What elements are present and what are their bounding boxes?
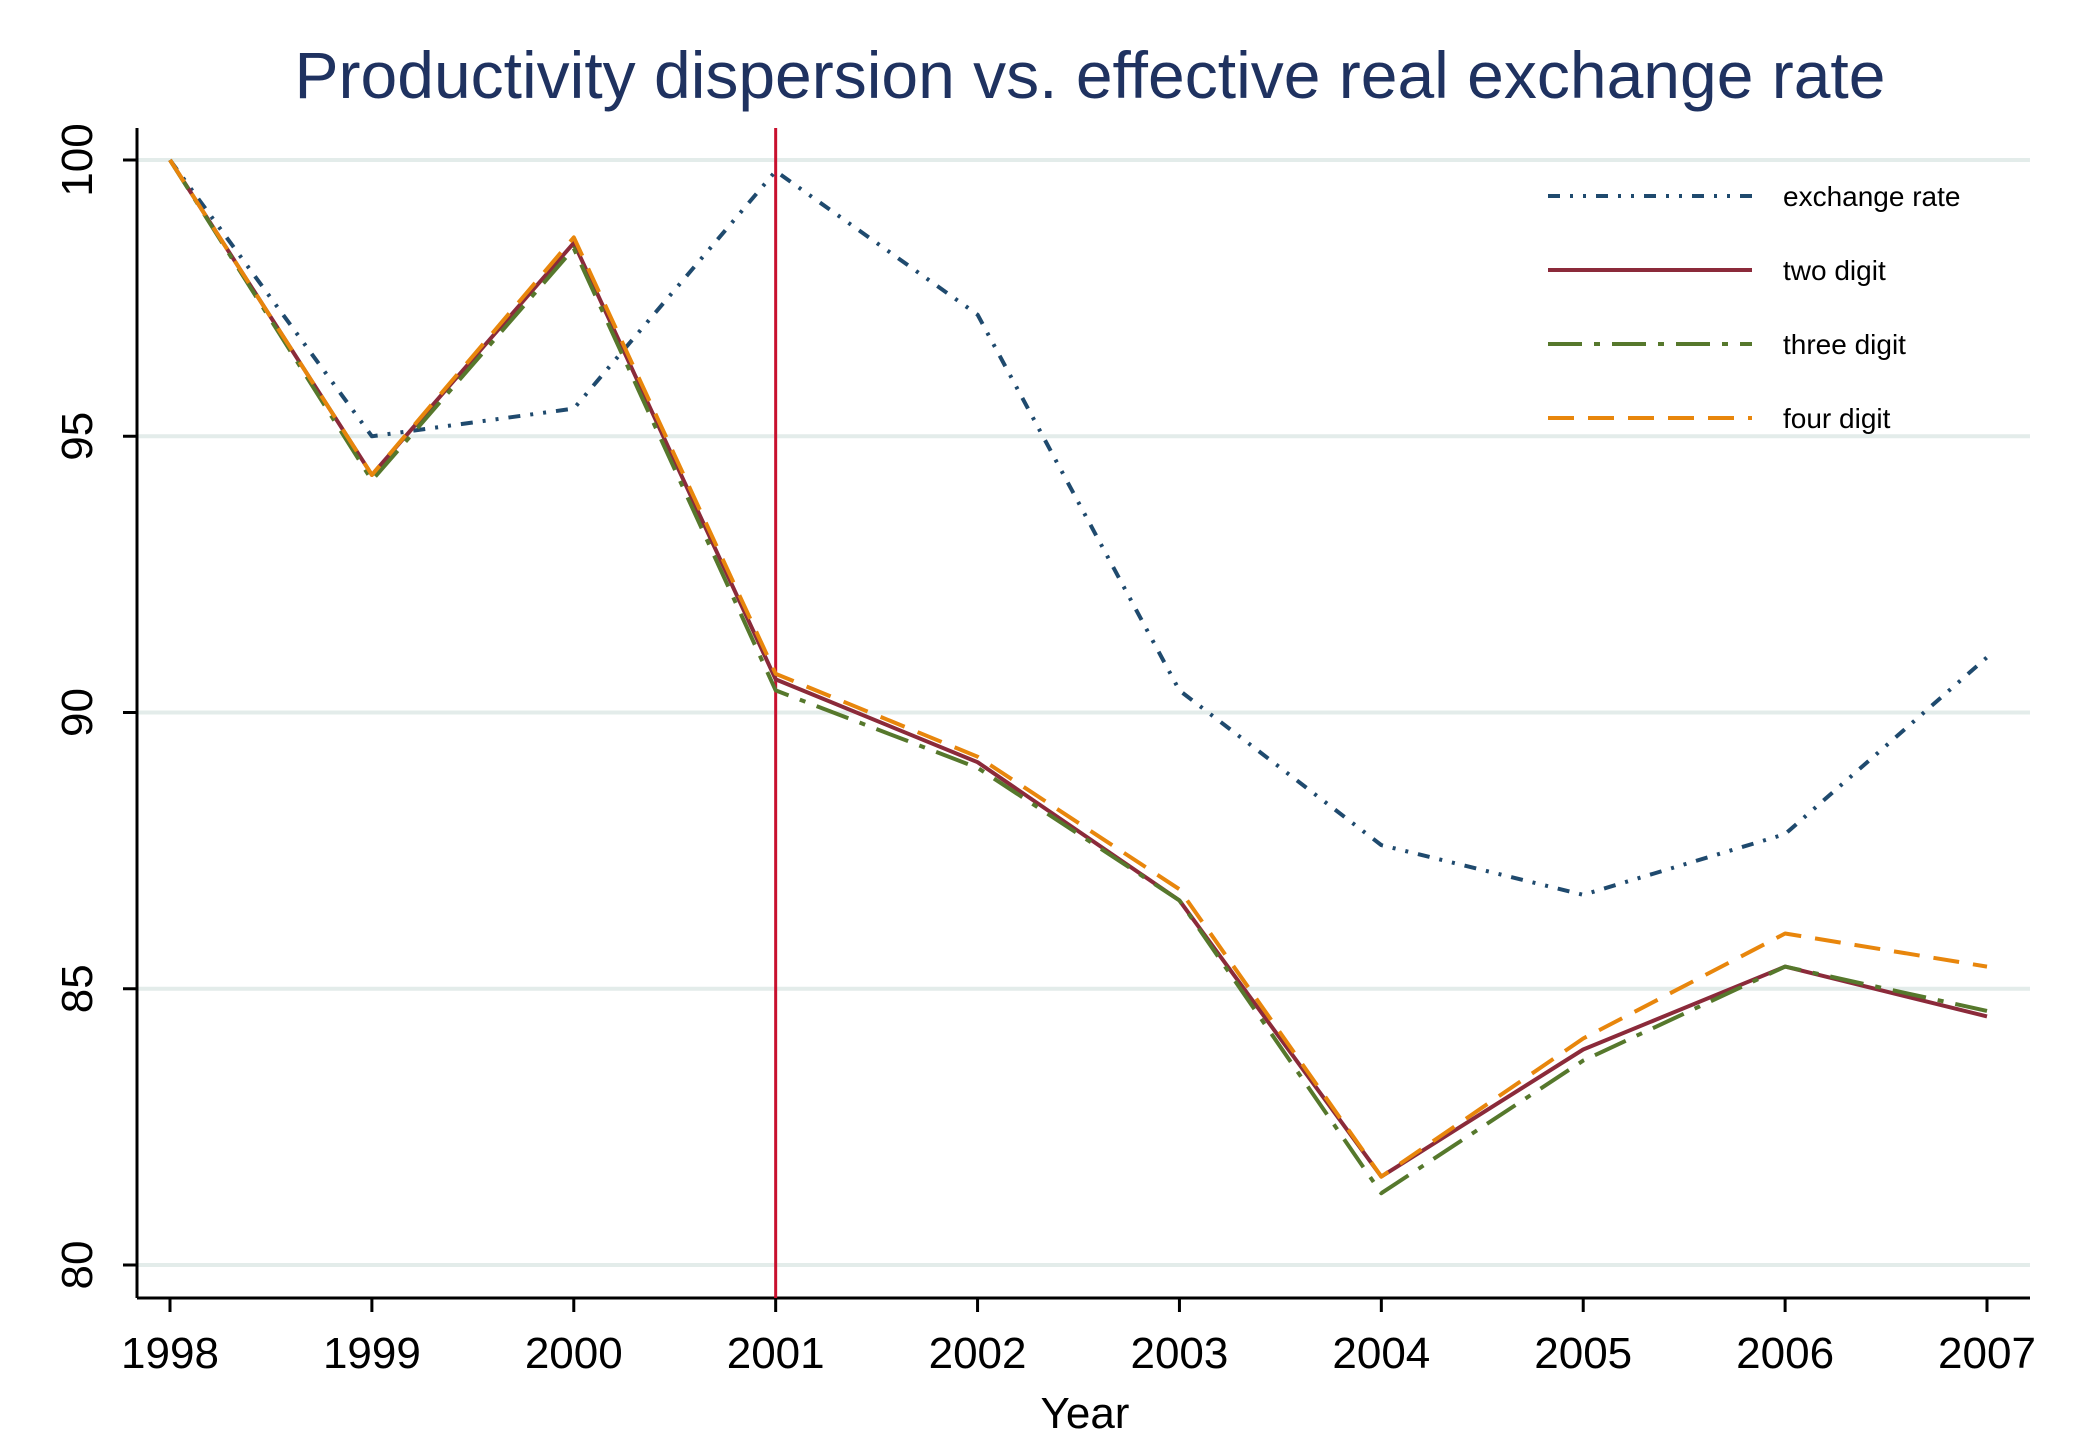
y-tick-label: 90 <box>53 688 102 737</box>
x-tick-label: 2003 <box>1130 1329 1228 1378</box>
chart-title: Productivity dispersion vs. effective re… <box>295 38 1886 112</box>
legend-label: four digit <box>1783 403 1891 434</box>
series-line-exchange-rate <box>168 158 1989 897</box>
x-tick-label: 2005 <box>1534 1329 1632 1378</box>
x-tick-label: 2000 <box>525 1329 623 1378</box>
x-tick-label: 2006 <box>1736 1329 1834 1378</box>
x-tick-label: 1999 <box>323 1329 421 1378</box>
legend-label: two digit <box>1783 255 1886 286</box>
y-tick-label: 80 <box>53 1241 102 1290</box>
x-ticks: 1998 1999 2000 2001 2002 2003 2004 2005 2006 2007 <box>121 1298 2036 1378</box>
x-tick-label: 2004 <box>1332 1329 1430 1378</box>
x-tick-label: 2007 <box>1938 1329 2036 1378</box>
x-tick-label: 1998 <box>121 1329 219 1378</box>
x-tick-label: 2002 <box>929 1329 1027 1378</box>
legend: exchange rate two digit three digit four di… <box>1548 181 1960 434</box>
series-line-three-digit <box>168 158 1988 1196</box>
gridlines <box>138 158 2030 1267</box>
x-tick-label: 2001 <box>727 1329 825 1378</box>
legend-label: three digit <box>1783 329 1906 360</box>
series-lines <box>168 158 1989 1196</box>
x-axis-title: Year <box>1041 1389 1130 1438</box>
legend-label: exchange rate <box>1783 181 1960 212</box>
series-line-four-digit <box>168 158 1988 1179</box>
y-ticks: 80 85 90 95 100 <box>53 123 137 1289</box>
y-tick-label: 95 <box>53 412 102 461</box>
y-tick-label: 100 <box>53 123 102 196</box>
y-tick-label: 85 <box>53 964 102 1013</box>
